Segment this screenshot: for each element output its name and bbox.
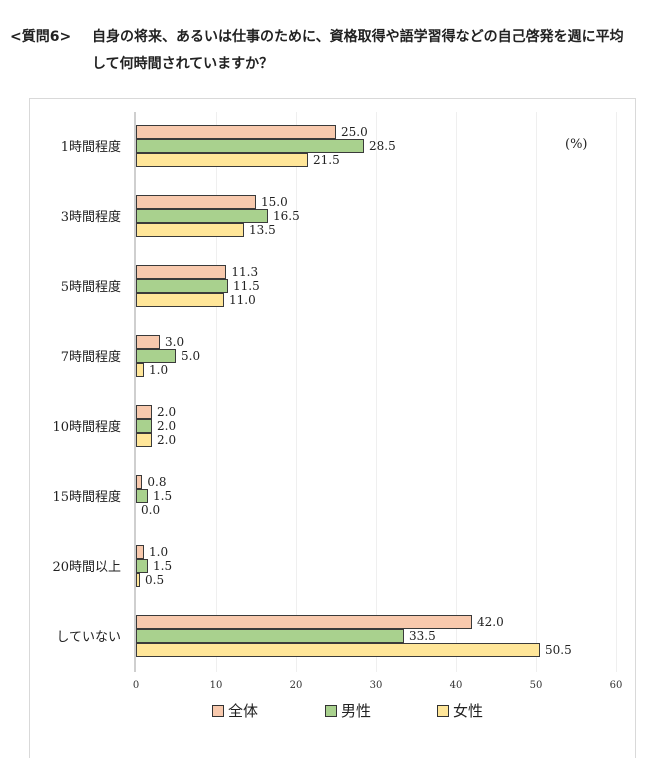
chart-legend: 全体 男性 女性 [0,700,669,724]
category-label: していない [56,630,121,645]
bar-female [136,363,144,377]
value-label-male: 2.0 [157,419,177,433]
gridline [216,112,217,672]
value-label-male: 28.5 [369,139,396,153]
bar-male [136,139,364,153]
bar-male [136,209,268,223]
category-label: 15時間程度 [52,490,121,505]
bar-female [136,433,152,447]
value-label-female: 50.5 [545,643,572,657]
bar-all [136,475,143,489]
value-label-female: 0.5 [145,573,165,587]
gridline [456,112,457,672]
value-label-male: 33.5 [409,629,436,643]
bar-male [136,419,152,433]
legend-item-male: 男性 [325,700,371,721]
bar-female [136,293,224,307]
x-tick-label: 10 [209,680,223,691]
question-title: <質問6> 自身の将来、あるいは仕事のために、資格取得や語学習得などの自己啓発を週… [10,24,624,78]
question-text-line1: 自身の将来、あるいは仕事のために、資格取得や語学習得などの自己啓発を週に平均 [92,29,624,45]
x-tick-label: 50 [529,680,543,691]
value-label-female: 21.5 [313,153,340,167]
gridline [376,112,377,672]
value-label-all: 42.0 [477,615,504,629]
category-label: 20時間以上 [52,560,121,575]
bar-all [136,545,144,559]
legend-label-all: 全体 [228,702,259,720]
gridline [616,112,617,672]
x-tick-label: 20 [289,680,303,691]
legend-label-male: 男性 [341,702,372,720]
bar-all [136,615,472,629]
bar-male [136,629,404,643]
x-tick-label: 60 [609,680,623,691]
legend-swatch-male [325,704,337,717]
value-label-all: 3.0 [165,335,185,349]
category-label: 1時間程度 [60,140,121,155]
value-label-female: 13.5 [249,223,276,237]
bar-all [136,265,227,279]
value-label-male: 5.0 [181,349,201,363]
value-label-male: 11.5 [233,279,260,293]
value-label-male: 1.5 [153,489,173,503]
bar-female [136,153,308,167]
bar-female [136,643,540,657]
value-label-all: 25.0 [341,125,368,139]
bar-female [136,223,244,237]
chart-y-axis [134,112,136,672]
x-tick-label: 40 [449,680,463,691]
value-label-female: 1.0 [149,363,169,377]
legend-item-all: 全体 [212,700,258,721]
value-label-all: 0.8 [147,475,167,489]
legend-swatch-all [212,704,224,717]
bar-all [136,335,160,349]
chart-frame [29,98,636,758]
gridline [536,112,537,672]
bar-all [136,405,152,419]
value-label-male: 16.5 [273,209,300,223]
bar-male [136,559,148,573]
value-label-female: 11.0 [229,293,256,307]
value-label-all: 2.0 [157,405,177,419]
x-tick-label: 30 [369,680,383,691]
legend-swatch-female [437,704,449,717]
bar-male [136,489,148,503]
category-label: 3時間程度 [60,210,121,225]
category-label: 10時間程度 [52,420,121,435]
value-label-all: 11.3 [231,265,259,279]
category-label: 5時間程度 [60,280,121,295]
bar-all [136,195,256,209]
question-label: <質問6> [10,29,72,45]
legend-label-female: 女性 [453,702,484,720]
gridline [296,112,297,672]
bar-all [136,125,336,139]
value-label-female: 2.0 [157,433,177,447]
value-label-all: 15.0 [261,195,288,209]
x-tick-label: 0 [132,680,140,691]
unit-label: (%) [565,137,588,152]
legend-item-female: 女性 [437,700,483,721]
bar-female [136,573,140,587]
bar-male [136,279,228,293]
question-text-line2: して何時間されていますか？ [92,56,274,72]
bar-male [136,349,176,363]
value-label-female: 0.0 [141,503,161,517]
value-label-male: 1.5 [153,559,173,573]
value-label-all: 1.0 [149,545,169,559]
category-label: 7時間程度 [60,350,121,365]
